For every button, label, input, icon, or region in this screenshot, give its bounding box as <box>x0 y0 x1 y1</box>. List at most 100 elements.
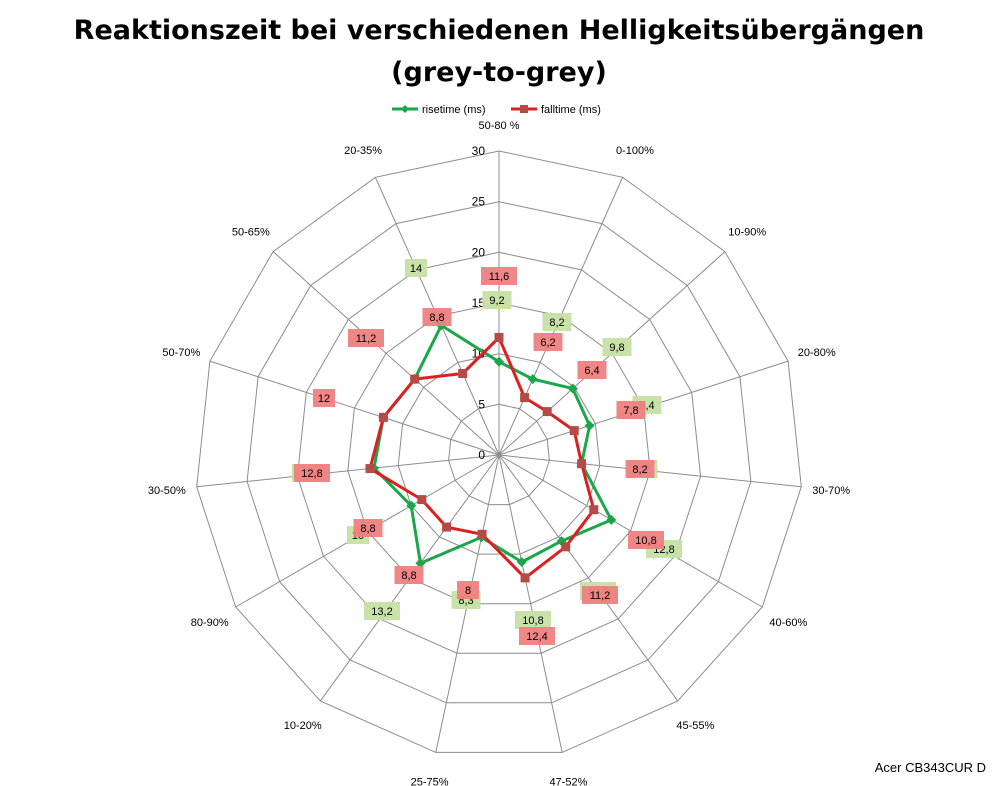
falltime-point <box>561 542 571 552</box>
category-label: 47-52% <box>549 777 587 786</box>
falltime-point <box>442 522 452 532</box>
value-label: 12,8 <box>294 464 330 482</box>
value-label-box <box>542 313 572 331</box>
radar-grid <box>196 150 802 753</box>
falltime-point <box>542 407 552 417</box>
value-label: 6,2 <box>533 333 563 351</box>
value-label: 11,2 <box>348 329 384 347</box>
tick-label: 0 <box>478 448 485 462</box>
falltime-point <box>494 333 504 342</box>
value-label-box <box>481 267 517 285</box>
category-label: 45-55% <box>676 720 714 732</box>
risetime-point <box>584 420 595 431</box>
value-label-box <box>422 308 452 326</box>
risetime-point <box>415 558 426 569</box>
value-label-text: 6,4 <box>584 365 599 377</box>
value-label-text: 12 <box>318 393 330 405</box>
category-labels: 50-80 % 0-100% 10-90% 20-80% 30-70% 40-60% 45-… <box>148 120 851 786</box>
value-label: 9,2 <box>482 291 512 309</box>
grid-spoke <box>209 360 500 456</box>
legend-risetime-label: risetime (ms) <box>422 104 486 116</box>
tick-label: 25 <box>472 195 486 209</box>
value-label-box <box>628 531 664 549</box>
falltime-point <box>365 464 375 474</box>
value-label-text: 7,8 <box>623 405 638 417</box>
value-label-box <box>602 338 632 356</box>
value-label-box <box>394 566 424 584</box>
value-label: 12,4 <box>519 627 555 645</box>
chart-title-line-1: Reaktionszeit bei verschiedenen Helligke… <box>73 15 925 46</box>
value-label-text: 8,2 <box>632 464 647 476</box>
falltime-point <box>378 412 388 422</box>
category-label: 25-75% <box>411 777 449 786</box>
value-label-text: 12,4 <box>526 631 547 643</box>
value-label-box <box>457 581 479 599</box>
grid-ring-5 <box>448 403 550 506</box>
chart-title: Reaktionszeit bei verschiedenen Helligke… <box>0 10 998 94</box>
value-label: 10,8 <box>515 611 551 629</box>
value-label: 8,8 <box>353 519 383 537</box>
grid-spoke <box>272 251 500 456</box>
value-label-text: 8,8 <box>360 523 375 535</box>
value-label-text: 8 <box>465 585 471 597</box>
falltime-point <box>577 459 587 469</box>
risetime-point <box>516 557 527 568</box>
falltime-point <box>458 369 468 378</box>
grid-ring-20 <box>296 251 702 654</box>
value-label-text: 14 <box>410 263 422 275</box>
value-label-text: 13,2 <box>371 606 392 618</box>
tick-label: 20 <box>472 245 486 259</box>
value-label-text: 9,2 <box>489 295 504 307</box>
falltime-point <box>589 505 599 515</box>
value-label-box <box>482 291 512 309</box>
tick-label: 5 <box>478 397 485 411</box>
grid-ring-25 <box>246 201 752 704</box>
value-label-text: 12,8 <box>301 468 322 480</box>
tick-label: 30 <box>472 144 486 158</box>
value-label-text: 8,8 <box>429 312 444 324</box>
category-label: 0-100% <box>616 145 654 157</box>
tick-label: 15 <box>472 296 486 310</box>
category-label: 30-70% <box>812 485 850 497</box>
risetime-point <box>567 383 578 394</box>
value-label: 9,8 <box>602 338 632 356</box>
value-label-text: 8,8 <box>401 570 416 582</box>
value-label-text: 11,2 <box>356 333 377 345</box>
value-label: 8,2 <box>542 313 572 331</box>
value-label: 11,2 <box>582 586 618 604</box>
category-label: 40-60% <box>769 617 807 629</box>
grid-ring-10 <box>397 353 601 555</box>
value-labels: 9,28,29,89,48,212,810,510,88,313,21012,4… <box>292 259 682 645</box>
value-label-box <box>616 401 646 419</box>
value-label-text: 11,2 <box>590 590 611 602</box>
value-label: 14 <box>405 259 427 277</box>
value-label: 8,8 <box>422 308 452 326</box>
series-line-risetime <box>372 323 613 565</box>
risetime-point <box>606 514 617 525</box>
value-label-text: 11,6 <box>489 271 510 283</box>
value-label-text: 8,2 <box>549 317 564 329</box>
value-label-text: 10,8 <box>522 615 543 627</box>
category-label: 30-50% <box>148 485 186 497</box>
category-label: 20-80% <box>798 347 836 359</box>
value-label-box <box>533 333 563 351</box>
category-label: 50-80 % <box>479 120 520 132</box>
falltime-point <box>520 573 530 583</box>
value-label-box <box>364 602 400 620</box>
falltime-point <box>410 374 420 384</box>
value-label: 13,2 <box>364 602 400 620</box>
value-label-box <box>577 361 607 379</box>
value-label: 8,2 <box>625 460 655 478</box>
value-label: 11,6 <box>481 267 517 285</box>
risetime-point <box>406 500 417 511</box>
category-label: 10-90% <box>728 227 766 239</box>
chart-legend: risetime (ms) falltime (ms) <box>392 104 601 116</box>
falltime-point <box>477 529 487 539</box>
falltime-point <box>520 393 530 403</box>
value-label: 10,8 <box>628 531 664 549</box>
value-label-box <box>519 627 555 645</box>
falltime-point <box>417 495 427 505</box>
value-label-text: 9,8 <box>609 342 624 354</box>
value-label-box <box>405 259 427 277</box>
